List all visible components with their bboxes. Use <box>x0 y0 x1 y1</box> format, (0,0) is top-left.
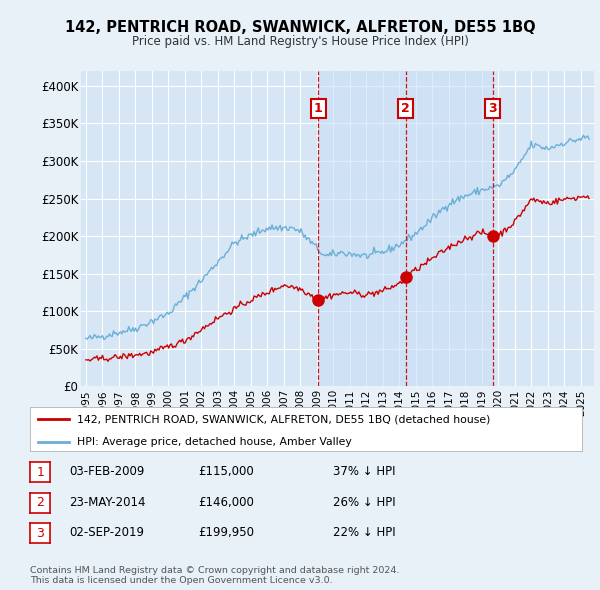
Bar <box>319 71 493 386</box>
Text: 37% ↓ HPI: 37% ↓ HPI <box>333 465 395 478</box>
Text: 142, PENTRICH ROAD, SWANWICK, ALFRETON, DE55 1BQ (detached house): 142, PENTRICH ROAD, SWANWICK, ALFRETON, … <box>77 415 490 424</box>
Text: 1: 1 <box>36 466 44 478</box>
Text: 22% ↓ HPI: 22% ↓ HPI <box>333 526 395 539</box>
Text: 26% ↓ HPI: 26% ↓ HPI <box>333 496 395 509</box>
Text: 03-FEB-2009: 03-FEB-2009 <box>69 465 145 478</box>
Text: 3: 3 <box>36 527 44 540</box>
Text: Price paid vs. HM Land Registry's House Price Index (HPI): Price paid vs. HM Land Registry's House … <box>131 35 469 48</box>
Text: 1: 1 <box>314 102 323 115</box>
Text: £199,950: £199,950 <box>198 526 254 539</box>
Text: 02-SEP-2019: 02-SEP-2019 <box>69 526 144 539</box>
Text: HPI: Average price, detached house, Amber Valley: HPI: Average price, detached house, Ambe… <box>77 437 352 447</box>
Text: 23-MAY-2014: 23-MAY-2014 <box>69 496 146 509</box>
Text: £146,000: £146,000 <box>198 496 254 509</box>
Text: 142, PENTRICH ROAD, SWANWICK, ALFRETON, DE55 1BQ: 142, PENTRICH ROAD, SWANWICK, ALFRETON, … <box>65 20 535 35</box>
Text: 2: 2 <box>36 496 44 509</box>
Text: 3: 3 <box>488 102 497 115</box>
Text: £115,000: £115,000 <box>198 465 254 478</box>
Text: Contains HM Land Registry data © Crown copyright and database right 2024.
This d: Contains HM Land Registry data © Crown c… <box>30 566 400 585</box>
Text: 2: 2 <box>401 102 410 115</box>
